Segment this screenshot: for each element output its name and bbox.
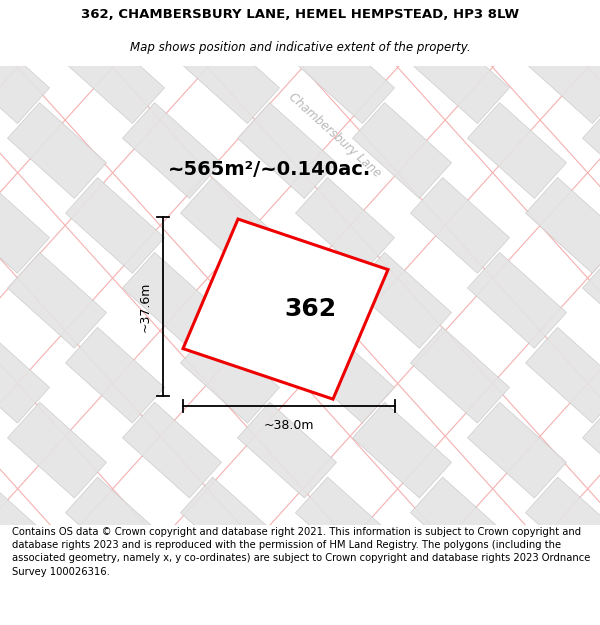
Polygon shape (526, 177, 600, 273)
Polygon shape (467, 402, 566, 498)
Polygon shape (181, 477, 280, 573)
Polygon shape (583, 253, 600, 348)
Polygon shape (65, 477, 164, 573)
Polygon shape (183, 219, 388, 399)
Polygon shape (122, 253, 221, 348)
Polygon shape (122, 102, 221, 198)
Polygon shape (295, 28, 395, 124)
Polygon shape (410, 28, 509, 124)
Polygon shape (7, 402, 107, 498)
Polygon shape (352, 0, 452, 49)
Polygon shape (410, 177, 509, 273)
Polygon shape (583, 402, 600, 498)
Polygon shape (295, 177, 395, 273)
Polygon shape (7, 0, 107, 49)
Polygon shape (238, 102, 337, 198)
Polygon shape (122, 0, 221, 49)
Text: ~37.6m: ~37.6m (139, 282, 151, 332)
Text: ~565m²/~0.140ac.: ~565m²/~0.140ac. (169, 160, 371, 179)
Polygon shape (0, 328, 50, 423)
Polygon shape (467, 253, 566, 348)
Polygon shape (0, 28, 50, 124)
Polygon shape (583, 0, 600, 49)
Polygon shape (181, 177, 280, 273)
Polygon shape (410, 477, 509, 573)
Text: Chambersbury Lane: Chambersbury Lane (286, 91, 384, 180)
Polygon shape (352, 102, 452, 198)
Polygon shape (526, 28, 600, 124)
Polygon shape (295, 328, 395, 423)
Text: 362: 362 (284, 297, 337, 321)
Text: Map shows position and indicative extent of the property.: Map shows position and indicative extent… (130, 41, 470, 54)
Polygon shape (352, 402, 452, 498)
Polygon shape (352, 253, 452, 348)
Polygon shape (410, 328, 509, 423)
Polygon shape (467, 0, 566, 49)
Polygon shape (526, 477, 600, 573)
Text: ~38.0m: ~38.0m (264, 419, 314, 432)
Polygon shape (583, 552, 600, 625)
Polygon shape (122, 402, 221, 498)
Polygon shape (238, 552, 337, 625)
Polygon shape (122, 552, 221, 625)
Polygon shape (467, 102, 566, 198)
Text: Contains OS data © Crown copyright and database right 2021. This information is : Contains OS data © Crown copyright and d… (12, 527, 590, 576)
Polygon shape (238, 0, 337, 49)
Polygon shape (0, 477, 50, 573)
Polygon shape (352, 552, 452, 625)
Polygon shape (7, 253, 107, 348)
Polygon shape (583, 102, 600, 198)
Polygon shape (181, 28, 280, 124)
Polygon shape (65, 328, 164, 423)
Text: 362, CHAMBERSBURY LANE, HEMEL HEMPSTEAD, HP3 8LW: 362, CHAMBERSBURY LANE, HEMEL HEMPSTEAD,… (81, 8, 519, 21)
Polygon shape (238, 253, 337, 348)
Polygon shape (181, 328, 280, 423)
Polygon shape (7, 552, 107, 625)
Polygon shape (467, 552, 566, 625)
Polygon shape (526, 328, 600, 423)
Polygon shape (238, 402, 337, 498)
Polygon shape (65, 28, 164, 124)
Polygon shape (7, 102, 107, 198)
Polygon shape (295, 477, 395, 573)
Polygon shape (0, 177, 50, 273)
Polygon shape (65, 177, 164, 273)
